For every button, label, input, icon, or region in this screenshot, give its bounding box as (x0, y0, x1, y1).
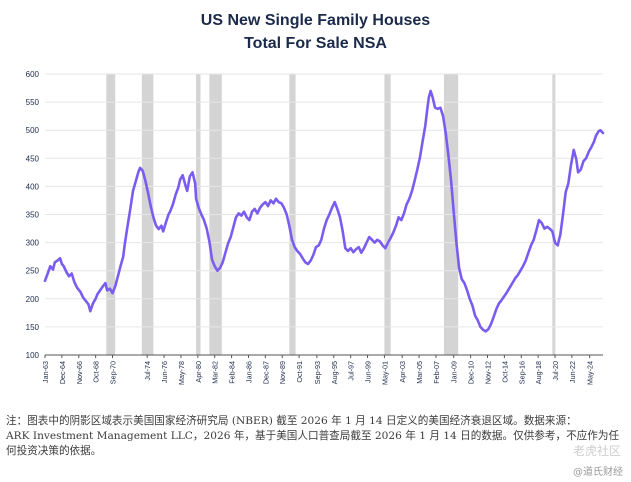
x-tick-label: May-78 (177, 361, 186, 385)
x-tick-label: Oct-14 (500, 361, 509, 383)
x-tick-label: Apr-03 (398, 361, 407, 383)
x-tick-label: Nov-12 (483, 361, 492, 384)
x-tick-label: Jan-86 (244, 361, 253, 383)
x-tick-label: Nov-66 (75, 361, 84, 384)
y-tick-label: 200 (26, 295, 40, 304)
footnote-line-2: ARK Investment Management LLC，2026 年，基于美… (6, 430, 620, 442)
y-tick-label: 150 (26, 323, 40, 332)
x-tick-label: Dec-64 (58, 361, 67, 384)
x-tick-label: Apr-80 (194, 361, 203, 383)
x-tick-label: May-24 (586, 361, 595, 385)
y-tick-label: 350 (26, 211, 40, 220)
y-tick-label: 300 (26, 239, 40, 248)
x-tick-label: Jun-76 (160, 361, 169, 383)
x-tick-label: Dec-10 (467, 361, 476, 384)
footnote-line-1: 注：图表中的阴影区域表示美国国家经济研究局 (NBER) 截至 2026 年 1… (6, 415, 577, 427)
x-tick-label: Sep-16 (517, 361, 526, 384)
y-tick-label: 500 (26, 126, 40, 135)
y-tick-label: 600 (26, 70, 40, 79)
y-tick-label: 100 (26, 351, 40, 360)
x-tick-label: Aug-18 (534, 361, 543, 384)
x-tick-label: Jun-22 (568, 361, 577, 383)
y-tick-label: 400 (26, 182, 40, 191)
x-tick-label: Jun-99 (364, 361, 373, 383)
x-tick-label: Jan-63 (41, 361, 50, 383)
y-tick-label: 250 (26, 267, 40, 276)
x-tick-label: Sep-93 (313, 361, 322, 384)
chart-title: US New Single Family Houses (200, 12, 431, 29)
x-tick-label: Mar-05 (415, 361, 424, 384)
x-tick-label: Oct-68 (92, 361, 101, 383)
y-tick-label: 450 (26, 154, 40, 163)
x-tick-label: Dec-87 (261, 361, 270, 384)
line-chart: 100 150 200 250 300 350 400 450 500 550 600 Jan-63 D… (26, 70, 605, 385)
x-tick-label: Jul-20 (551, 361, 560, 381)
x-tick-label: Aug-95 (330, 361, 339, 384)
x-tick-label: Feb-07 (432, 361, 441, 384)
x-tick-label: Nov-89 (278, 361, 287, 384)
x-tick-label: Mar-82 (211, 361, 220, 384)
x-tick-label: Jan-09 (450, 361, 459, 383)
x-tick-label: Jul-97 (347, 361, 356, 381)
watermark-handle: @道氏财经 (573, 467, 623, 478)
series-layer (43, 89, 605, 333)
x-tick-label: Jul-74 (143, 361, 152, 381)
watermark-logo: 老虎社区 (572, 444, 621, 458)
y-tick-label: 550 (26, 98, 40, 107)
series-line (43, 89, 605, 333)
axes: 100 150 200 250 300 350 400 450 500 550 600 Jan-63 D… (26, 70, 603, 385)
x-tick-label: Oct-91 (295, 361, 304, 383)
x-tick-label: Feb-84 (228, 361, 237, 384)
gridlines (45, 73, 603, 356)
footnote: 注：图表中的阴影区域表示美国国家经济研究局 (NBER) 截至 2026 年 1… (6, 414, 624, 459)
x-tick-label: May-01 (380, 361, 389, 385)
chart-subtitle: Total For Sale NSA (244, 35, 387, 52)
footnote-line-3: 何投资决策的依据。 (6, 445, 102, 457)
x-tick-label: Sep-70 (109, 361, 118, 384)
